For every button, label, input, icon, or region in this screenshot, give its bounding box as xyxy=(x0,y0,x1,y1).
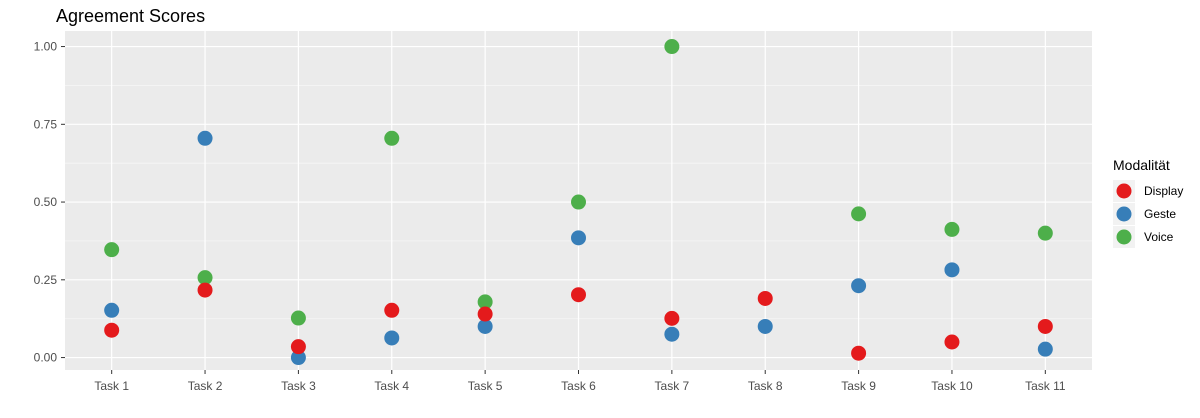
y-axis: 0.00 0.25 0.50 0.75 1.00 xyxy=(34,40,65,365)
point-geste xyxy=(664,326,680,342)
point-display xyxy=(571,287,586,303)
point-display xyxy=(384,302,400,318)
x-tick-label: Task 11 xyxy=(1025,379,1066,393)
point-display xyxy=(290,339,306,355)
y-tick-label: 1.00 xyxy=(34,40,58,54)
x-tick-label: Task 4 xyxy=(374,379,409,393)
y-tick-label: 0.75 xyxy=(34,117,58,131)
point-geste xyxy=(384,330,400,346)
point-geste xyxy=(757,318,773,334)
point-geste xyxy=(571,230,586,246)
point-voice xyxy=(944,221,960,237)
point-display xyxy=(197,282,213,298)
point-geste xyxy=(1037,341,1053,357)
legend-label-display: Display xyxy=(1144,184,1183,198)
point-display xyxy=(664,310,680,326)
point-display xyxy=(944,334,960,350)
point-geste xyxy=(944,262,960,278)
point-voice xyxy=(477,294,493,310)
point-voice xyxy=(384,130,400,146)
point-voice xyxy=(290,310,306,326)
chart-title: Agreement Scores xyxy=(56,6,205,26)
point-display xyxy=(1037,318,1053,334)
point-geste xyxy=(851,278,867,294)
x-tick-label: Task 1 xyxy=(94,379,129,393)
point-voice xyxy=(1037,225,1053,241)
legend-label-voice: Voice xyxy=(1144,230,1174,244)
legend-key-geste xyxy=(1116,206,1132,222)
point-display xyxy=(477,306,493,322)
point-geste xyxy=(290,350,306,366)
point-display xyxy=(851,345,867,361)
x-tick-label: Task 2 xyxy=(188,379,223,393)
point-geste xyxy=(477,318,493,334)
legend-label-geste: Geste xyxy=(1144,207,1176,221)
point-voice xyxy=(664,39,680,55)
x-tick-label: Task 7 xyxy=(655,379,690,393)
x-tick-label: Task 9 xyxy=(841,379,876,393)
point-voice xyxy=(104,242,120,258)
x-tick-label: Task 8 xyxy=(748,379,783,393)
legend-key-display xyxy=(1116,183,1132,199)
point-display xyxy=(757,290,773,306)
y-tick-label: 0.00 xyxy=(34,351,58,365)
x-tick-label: Task 3 xyxy=(281,379,316,393)
point-voice xyxy=(197,270,213,286)
point-display xyxy=(104,322,120,338)
y-tick-label: 0.25 xyxy=(34,273,58,287)
x-tick-label: Task 5 xyxy=(468,379,503,393)
point-voice xyxy=(851,206,867,222)
y-tick-label: 0.50 xyxy=(34,195,58,209)
point-geste xyxy=(197,130,213,146)
point-geste xyxy=(104,302,120,318)
legend-key-voice xyxy=(1116,229,1132,245)
data-points xyxy=(104,39,1053,366)
point-voice xyxy=(571,194,586,210)
x-axis: Task 1 Task 2 Task 3 Task 4 Task 5 Task 6 Task… xyxy=(94,370,1066,393)
x-tick-label: Task 10 xyxy=(931,379,973,393)
x-tick-label: Task 6 xyxy=(561,379,596,393)
legend-title: Modalität xyxy=(1113,157,1170,173)
legend: Modalität Display Geste Voice xyxy=(1113,157,1183,248)
